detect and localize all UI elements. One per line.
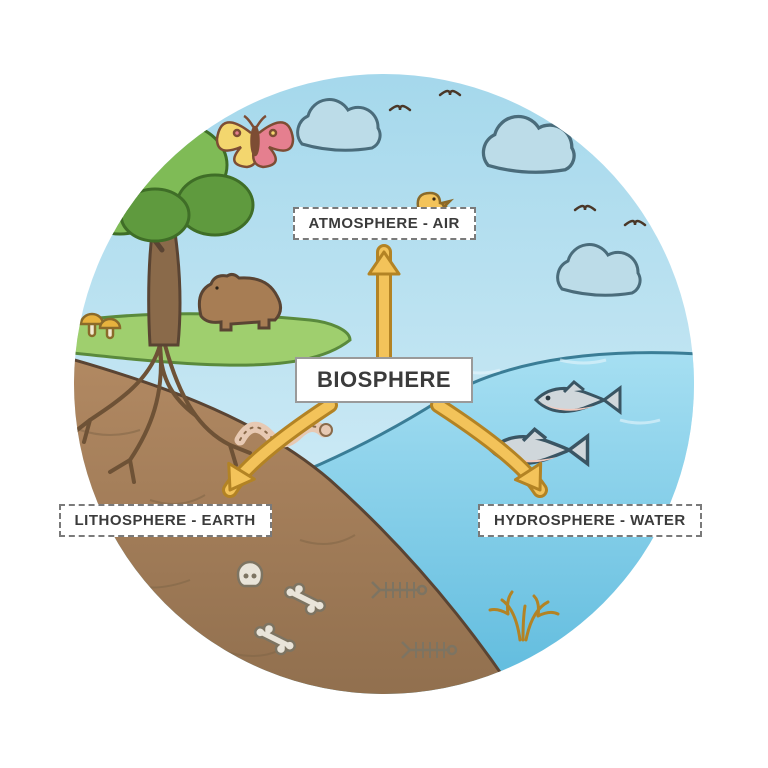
label-biosphere: BIOSPHERE: [295, 357, 473, 403]
label-atmosphere: ATMOSPHERE - AIR: [293, 207, 476, 240]
label-hydrosphere: HYDROSPHERE - WATER: [478, 504, 702, 537]
label-lithosphere: LITHOSPHERE - EARTH: [59, 504, 272, 537]
label-hydrosphere-text: HYDROSPHERE - WATER: [494, 512, 686, 529]
label-biosphere-text: BIOSPHERE: [317, 367, 451, 392]
label-lithosphere-text: LITHOSPHERE - EARTH: [75, 512, 256, 529]
label-atmosphere-text: ATMOSPHERE - AIR: [309, 215, 460, 232]
diagram-stage: ATMOSPHERE - AIR LITHOSPHERE - EARTH HYD…: [0, 0, 768, 768]
